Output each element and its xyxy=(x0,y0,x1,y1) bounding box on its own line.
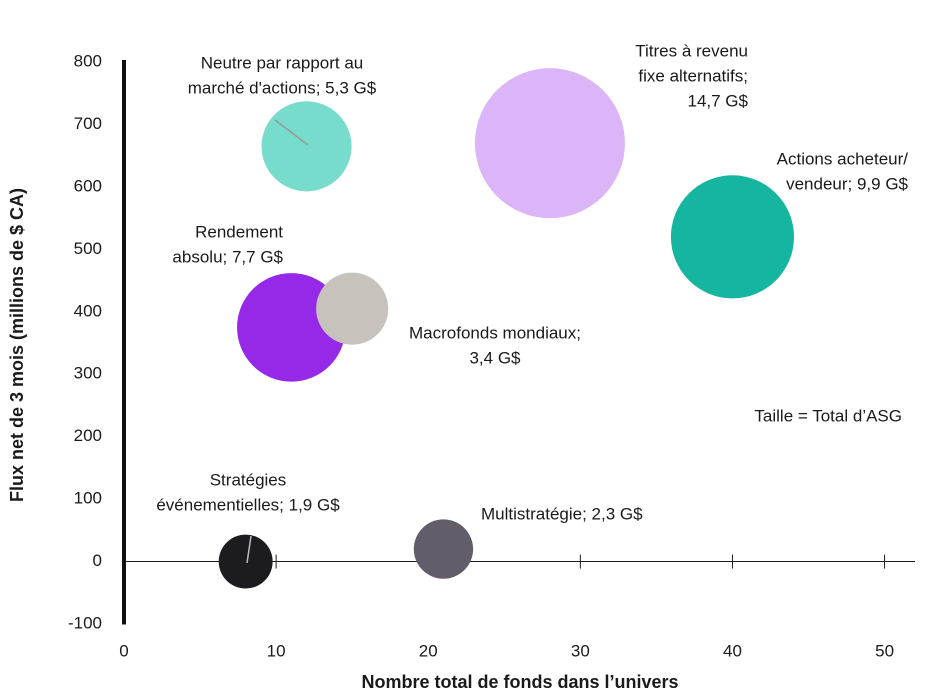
x-tick-label: 0 xyxy=(119,641,128,660)
y-tick-label: 100 xyxy=(74,489,102,508)
y-tick-label: 800 xyxy=(74,51,102,70)
y-tick-label: 300 xyxy=(74,364,102,383)
y-tick-label: 700 xyxy=(74,114,102,133)
data-label: Macrofonds mondiaux; xyxy=(409,323,581,342)
leader-line xyxy=(274,119,309,146)
data-label: vendeur; 9,9 G$ xyxy=(786,174,908,193)
data-label: événementielles; 1,9 G$ xyxy=(156,495,340,514)
data-label: absolu; 7,7 G$ xyxy=(172,247,283,266)
bubble xyxy=(474,68,625,219)
x-tick-label: 30 xyxy=(571,641,590,660)
leader-line xyxy=(246,535,252,564)
bubble xyxy=(261,101,352,192)
data-label: Stratégies xyxy=(210,470,287,489)
data-label: Multistratégie; 2,3 G$ xyxy=(481,504,643,523)
x-axis-title: Nombre total de fonds dans l’univers xyxy=(361,672,678,692)
y-tick-label: 500 xyxy=(74,239,102,258)
y-tick-label: 200 xyxy=(74,426,102,445)
data-label: Rendement xyxy=(195,222,283,241)
x-tick-label: 20 xyxy=(419,641,438,660)
data-label: 14,7 G$ xyxy=(688,91,749,110)
bubble xyxy=(316,272,389,345)
data-label: 3,4 G$ xyxy=(469,348,521,367)
data-label: Titres à revenu xyxy=(635,41,748,60)
x-tick-label: 40 xyxy=(723,641,742,660)
data-label: Neutre par rapport au xyxy=(201,53,364,72)
bubble xyxy=(670,175,795,299)
data-label: marché d'actions; 5,3 G$ xyxy=(188,78,377,97)
bubble xyxy=(218,534,273,589)
data-label: Actions acheteur/ xyxy=(777,149,909,168)
y-tick-label: 0 xyxy=(93,551,102,570)
bubble xyxy=(413,519,474,579)
y-tick-label: 600 xyxy=(74,176,102,195)
x-tick-label: 50 xyxy=(875,641,894,660)
y-tick-label: 400 xyxy=(74,301,102,320)
data-label: fixe alternatifs; xyxy=(638,66,748,85)
y-axis-title: Flux net de 3 mois (millions de $ CA) xyxy=(7,188,27,502)
y-tick-label: -100 xyxy=(68,613,102,632)
x-tick-label: 10 xyxy=(267,641,286,660)
annotation: Taille = Total d’ASG xyxy=(754,406,902,425)
